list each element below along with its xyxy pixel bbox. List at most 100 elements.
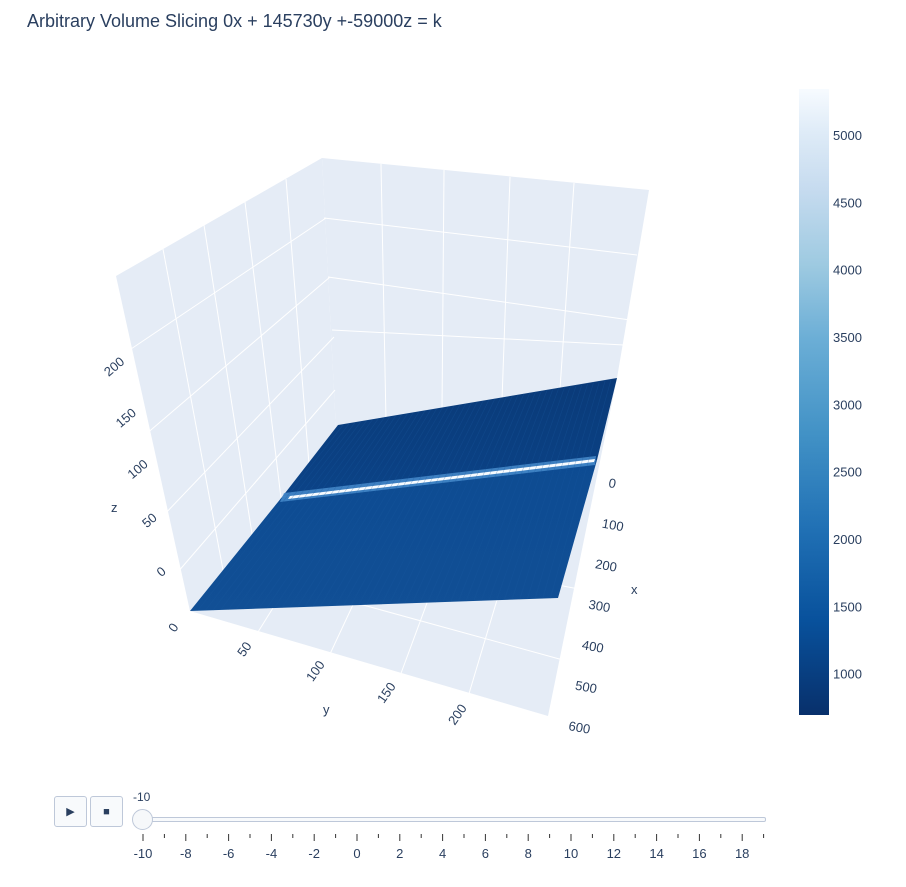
surface-stripe bbox=[389, 399, 490, 605]
colorbar-tick-label: 4500 bbox=[833, 195, 862, 210]
surface-stripe bbox=[335, 406, 449, 607]
surface-stripe bbox=[458, 390, 542, 602]
surface-stripe bbox=[251, 416, 385, 610]
x-axis-title: x bbox=[631, 582, 638, 597]
surface-stripe bbox=[243, 417, 379, 610]
play-icon: ▶ bbox=[66, 806, 75, 818]
x-tick-label: 500 bbox=[574, 678, 598, 697]
surface-stripe bbox=[442, 392, 531, 603]
stop-button[interactable]: ■ bbox=[90, 796, 123, 827]
slider-tick-label: 6 bbox=[482, 846, 489, 861]
surface-stripe bbox=[419, 395, 513, 603]
colorbar-tick-label: 5000 bbox=[833, 128, 862, 143]
slider-tick-label: 4 bbox=[439, 846, 446, 861]
surface-stripe bbox=[527, 381, 595, 600]
surface-stripe bbox=[496, 385, 571, 601]
surface-stripe bbox=[435, 393, 525, 603]
z-tick-label: 0 bbox=[154, 563, 169, 579]
surface-stripe bbox=[358, 403, 467, 606]
colorbar-tick-label: 4000 bbox=[833, 263, 862, 278]
slider-tick-label: 18 bbox=[735, 846, 749, 861]
surface-stripe bbox=[289, 412, 414, 608]
surface-stripe bbox=[519, 382, 589, 600]
surface-stripe bbox=[504, 384, 577, 600]
slider-tick-label: 2 bbox=[396, 846, 403, 861]
z-tick-label: 50 bbox=[139, 510, 160, 531]
surface-stripe bbox=[281, 413, 409, 608]
surface-stripe bbox=[488, 386, 565, 601]
y-tick-label: 200 bbox=[445, 701, 470, 727]
z-tick-label: 100 bbox=[124, 456, 150, 481]
y-tick-label: 150 bbox=[374, 679, 399, 705]
3d-scene[interactable]: 0 100 200 300 400 500 600 0 50 100 150 200 0 50 100 1… bbox=[0, 0, 906, 760]
x-tick-label: 200 bbox=[594, 556, 618, 575]
surface-stripe bbox=[274, 414, 403, 609]
surface-stripe bbox=[205, 422, 350, 611]
slider-rail[interactable] bbox=[143, 817, 766, 822]
z-tick-label: 200 bbox=[101, 354, 127, 379]
stop-icon: ■ bbox=[103, 805, 110, 818]
surface-stripe bbox=[450, 391, 536, 602]
y-tick-label: 100 bbox=[303, 658, 328, 684]
play-button[interactable]: ▶ bbox=[54, 796, 87, 827]
surface-stripe bbox=[373, 401, 478, 605]
y-tick-label: 50 bbox=[234, 639, 255, 659]
slider-tick-label: -4 bbox=[266, 846, 278, 861]
surface-stripe bbox=[304, 410, 426, 608]
surface-stripe bbox=[327, 407, 443, 607]
x-axis-ticks: 0 100 200 300 400 500 600 bbox=[567, 475, 624, 737]
slider-tick-label: 10 bbox=[564, 846, 578, 861]
slider-tick-label: -6 bbox=[223, 846, 235, 861]
z-axis-title: z bbox=[111, 500, 118, 515]
slider-tick-label: 14 bbox=[649, 846, 663, 861]
colorbar bbox=[799, 89, 829, 715]
surface-stripe bbox=[266, 415, 397, 609]
y-tick-label: 0 bbox=[165, 620, 181, 635]
surface-ridge bbox=[288, 459, 595, 499]
slider-tick-label: 0 bbox=[353, 846, 360, 861]
colorbar-tick-label: 2000 bbox=[833, 532, 862, 547]
colorbar-tick-label: 3000 bbox=[833, 397, 862, 412]
x-tick-label: 0 bbox=[607, 475, 617, 491]
x-tick-label: 400 bbox=[581, 637, 605, 656]
surface-stripe bbox=[427, 394, 519, 603]
surface-stripe bbox=[197, 423, 345, 611]
surface-stripe bbox=[343, 405, 455, 606]
surface-stripe bbox=[473, 388, 554, 602]
slider-tick-label: 16 bbox=[692, 846, 706, 861]
x-tick-label: 600 bbox=[567, 718, 591, 737]
z-tick-label: 150 bbox=[113, 405, 139, 430]
slider-current-value: -10 bbox=[133, 790, 151, 804]
back-wall bbox=[322, 158, 649, 430]
surface-stripe bbox=[258, 416, 391, 609]
surface-stripe bbox=[297, 411, 420, 608]
surface-texture bbox=[197, 378, 612, 611]
colorbar-tick-label: 1000 bbox=[833, 667, 862, 682]
colorbar-tick-label: 3500 bbox=[833, 330, 862, 345]
surface-stripe bbox=[220, 420, 362, 611]
surface-stripe bbox=[465, 389, 548, 602]
slider-tick-label: 8 bbox=[525, 846, 532, 861]
surface-stripe bbox=[228, 419, 368, 610]
surface-stripe bbox=[312, 409, 432, 607]
surface-stripe bbox=[320, 408, 438, 607]
slider-tick-label: -8 bbox=[180, 846, 192, 861]
surface-stripe bbox=[381, 400, 484, 605]
chart-title: Arbitrary Volume Slicing 0x + 145730y +-… bbox=[27, 11, 442, 31]
surface-stripe bbox=[511, 383, 583, 600]
surface-stripe bbox=[212, 421, 356, 611]
colorbar-ticks: 1000 1500 2000 2500 3000 3500 4000 4500 5000 bbox=[833, 128, 862, 681]
colorbar-tick-label: 2500 bbox=[833, 465, 862, 480]
x-tick-label: 100 bbox=[601, 516, 625, 535]
colorbar-tick-label: 1500 bbox=[833, 599, 862, 614]
y-axis-title: y bbox=[323, 702, 330, 717]
surface-stripe bbox=[404, 397, 502, 604]
slider-handle[interactable] bbox=[132, 809, 153, 830]
surface-stripe bbox=[396, 398, 496, 604]
surface-stripe bbox=[235, 418, 374, 610]
surface-stripe bbox=[542, 379, 606, 599]
surface-stripe bbox=[550, 378, 612, 599]
slider-tick-label: -2 bbox=[308, 846, 320, 861]
surface-stripe bbox=[412, 396, 507, 604]
x-tick-label: 300 bbox=[587, 597, 611, 616]
